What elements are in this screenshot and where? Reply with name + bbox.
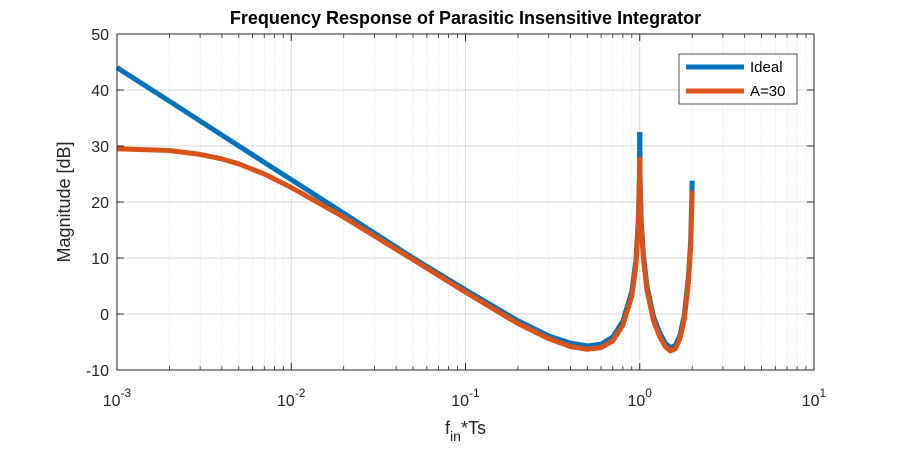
x-tick-label: 10-1 bbox=[451, 386, 480, 410]
axis-ticks bbox=[116, 33, 815, 371]
series-a30 bbox=[116, 146, 695, 354]
legend: Ideal A=30 bbox=[678, 53, 798, 105]
x-tick-label: 100 bbox=[628, 386, 653, 410]
y-tick-label: 20 bbox=[91, 195, 109, 212]
tick-labels: 10-3 10-2 10-1 100 101 -10 0 10 20 30 40 50 bbox=[86, 27, 827, 410]
legend-label-a30: A=30 bbox=[750, 83, 785, 100]
y-axis-label: Magnitude [dB] bbox=[54, 141, 74, 262]
series-line bbox=[116, 146, 643, 352]
y-tick-label: 50 bbox=[91, 27, 109, 44]
x-axis-label-suffix: *Ts bbox=[461, 418, 486, 438]
x-tick-label: 101 bbox=[802, 386, 827, 410]
x-axis-label: fin*Ts bbox=[445, 418, 486, 444]
x-axis-label-subscript: in bbox=[450, 428, 461, 444]
series-line bbox=[637, 157, 695, 354]
y-tick-label: 10 bbox=[91, 251, 109, 268]
chart-title: Frequency Response of Parasitic Insensit… bbox=[230, 8, 701, 28]
x-tick-label: 10-3 bbox=[103, 386, 132, 410]
y-tick-label: 30 bbox=[91, 139, 109, 156]
x-tick-label: 10-2 bbox=[277, 386, 306, 410]
series-lines bbox=[115, 65, 695, 354]
legend-label-ideal: Ideal bbox=[750, 59, 783, 76]
y-tick-label: -10 bbox=[86, 363, 109, 380]
y-tick-label: 0 bbox=[100, 307, 109, 324]
y-tick-label: 40 bbox=[91, 83, 109, 100]
legend-box bbox=[678, 53, 798, 105]
x-axis-label-base: f bbox=[445, 418, 451, 438]
